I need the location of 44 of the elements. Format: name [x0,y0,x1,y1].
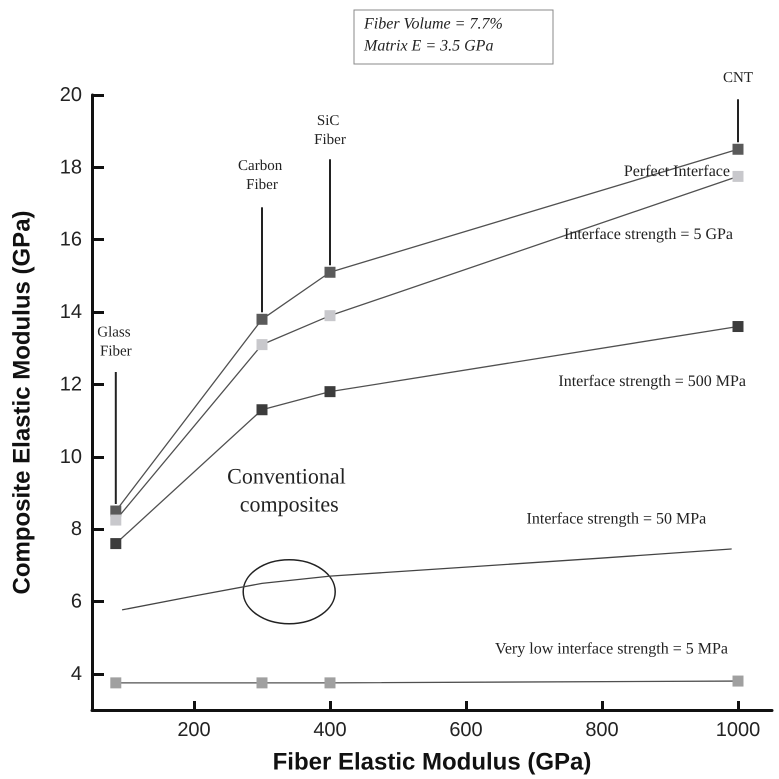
point [110,514,122,526]
annotation: CNT [723,70,753,86]
x-tick-label: 200 [177,719,211,741]
y-tick-label: 18 [60,156,82,178]
y-tick-label: 12 [60,373,82,396]
point [324,310,336,322]
series-label: Perfect Interface [624,162,730,180]
y-axis-title: Composite Elastic Modulus (GPa) [8,210,36,595]
point [324,266,336,278]
series-label: Interface strength = 500 MPa [558,373,746,390]
point [732,676,744,687]
x-tick-label: 800 [585,719,619,741]
point [732,144,744,155]
point [324,386,336,398]
x-tick-label: 600 [449,719,483,741]
y-tick-label: 4 [70,662,82,685]
x-axis-title: Fiber Elastic Modulus (GPa) [272,748,592,776]
line-series [122,548,732,610]
y-tick-label: 6 [70,590,82,612]
text: Fiber Volume = 7.7% [363,16,503,32]
point [256,404,268,416]
point [110,677,122,688]
point [256,677,268,688]
x-tick-label: 400 [313,719,347,741]
y-tick-label: 8 [70,518,82,540]
text: Matrix E = 3.5 GPa [363,38,494,54]
annotation: Carbon Fiber [238,158,286,193]
annotation: SiC Fiber [314,112,346,148]
y-tick-label: 10 [60,446,82,468]
x-tick-label: 1000 [716,719,760,741]
point [732,170,744,182]
point [324,677,336,688]
annotation: Glass Fiber [97,324,134,360]
point [732,321,744,332]
point [256,339,268,350]
y-tick-label: 14 [60,301,82,324]
point [110,538,122,550]
series-label: Interface strength = 5 GPa [564,226,733,243]
series-label: Very low interface strength = 5 MPa [495,640,728,658]
annotation: Conventional composites [227,463,352,516]
y-tick-label: 16 [60,228,82,251]
point [256,314,268,325]
series-label: Interface strength = 50 MPa [526,510,706,528]
y-tick-label: 20 [60,84,82,106]
